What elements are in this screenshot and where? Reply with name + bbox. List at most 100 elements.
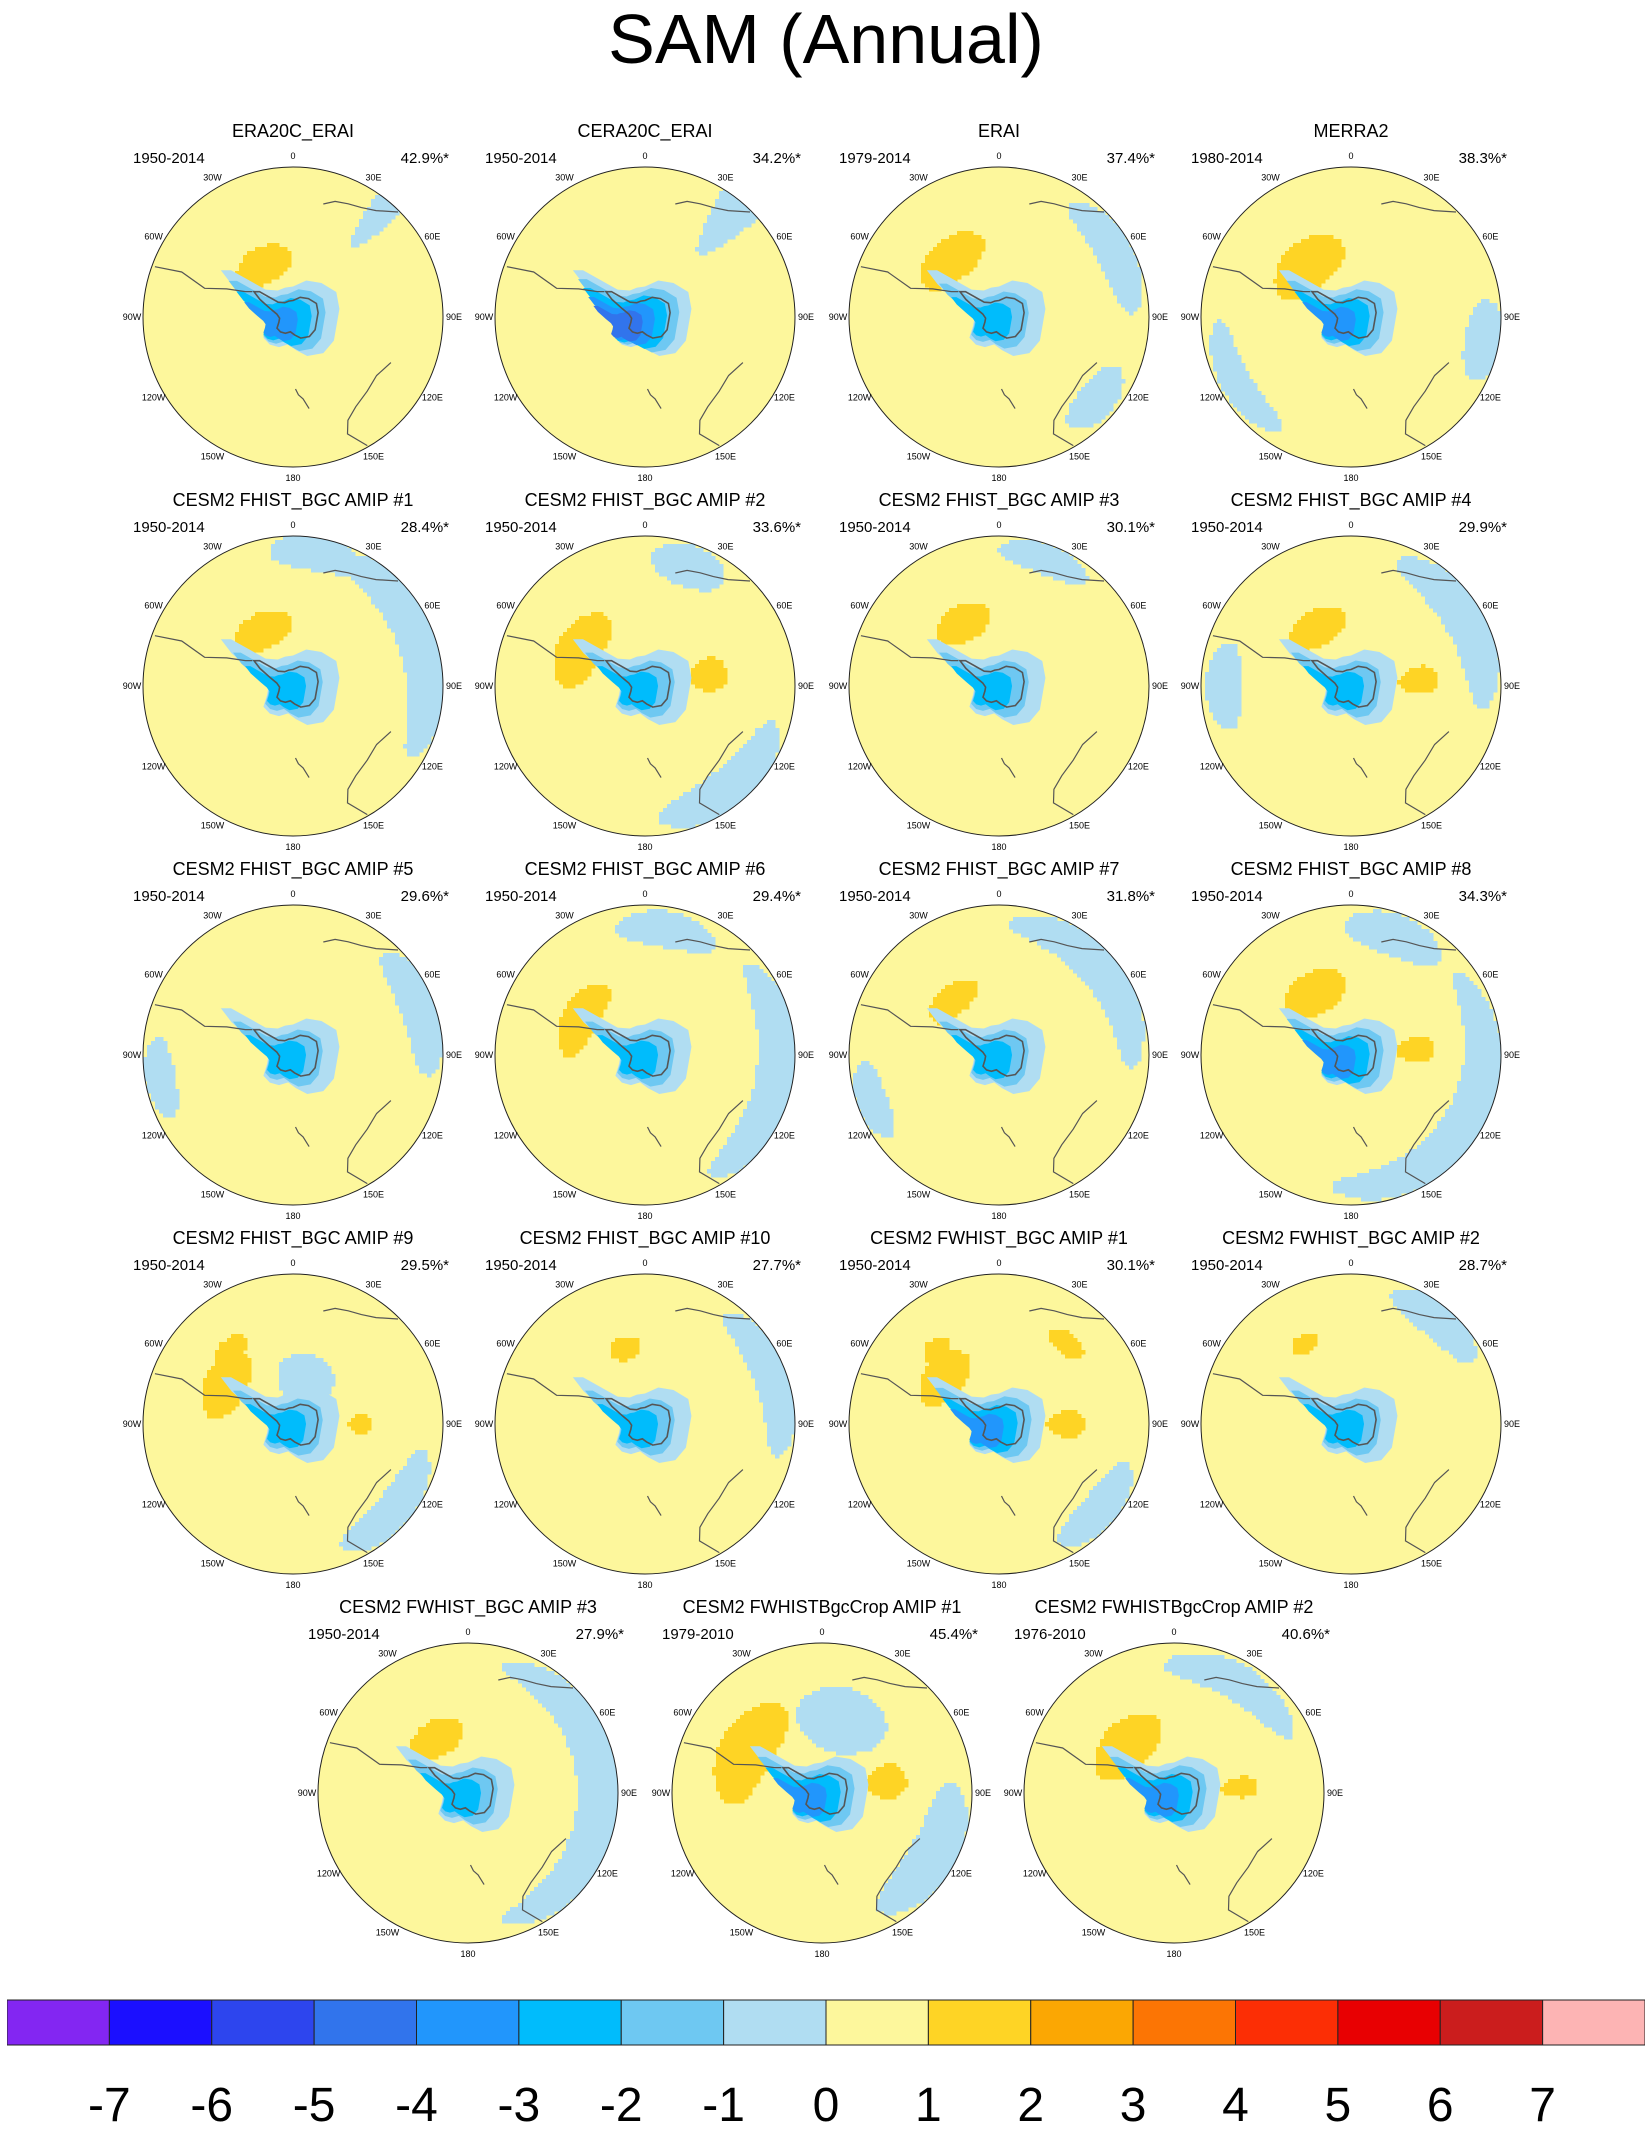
anomaly-cell	[559, 1025, 564, 1030]
anomaly-cell	[1313, 239, 1318, 244]
anomaly-cell	[147, 1077, 152, 1082]
anomaly-cell	[407, 977, 412, 982]
anomaly-cell	[371, 568, 376, 573]
anomaly-cell	[583, 672, 588, 677]
anomaly-cell	[969, 247, 974, 252]
anomaly-cell	[151, 1069, 156, 1074]
anomaly-cell	[1429, 596, 1434, 601]
anomaly-cell	[671, 917, 676, 922]
anomaly-cell	[691, 564, 696, 569]
anomaly-cell	[1453, 592, 1458, 597]
anomaly-cell	[711, 239, 716, 244]
anomaly-cell	[355, 576, 360, 581]
anomaly-cell	[383, 608, 388, 613]
anomaly-cell	[251, 636, 256, 641]
anomaly-cell	[1481, 355, 1486, 360]
anomaly-cell	[399, 592, 404, 597]
anomaly-cell	[1413, 684, 1418, 689]
anomaly-cell	[1457, 616, 1462, 621]
anomaly-cell	[1221, 359, 1226, 364]
longitude-label: 120W	[142, 762, 166, 772]
anomaly-cell	[1133, 263, 1138, 268]
anomaly-cell	[1265, 419, 1270, 424]
anomaly-cell	[287, 251, 292, 256]
anomaly-cell	[1481, 347, 1486, 352]
anomaly-cell	[1433, 564, 1438, 569]
anomaly-cell	[771, 1045, 776, 1050]
anomaly-cell	[1485, 628, 1490, 633]
anomaly-cell	[271, 552, 276, 557]
anomaly-cell	[1309, 235, 1314, 240]
anomaly-cell	[435, 704, 440, 709]
anomaly-cell	[419, 616, 424, 621]
anomaly-cell	[1449, 600, 1454, 605]
anomaly-cell	[949, 624, 954, 629]
anomaly-cell	[965, 231, 970, 236]
anomaly-cell	[403, 961, 408, 966]
anomaly-cell	[1297, 628, 1302, 633]
anomaly-cell	[715, 804, 720, 809]
anomaly-cell	[571, 624, 576, 629]
anomaly-cell	[635, 925, 640, 930]
anomaly-cell	[419, 1061, 424, 1066]
anomaly-cell	[427, 724, 432, 729]
anomaly-cell	[965, 612, 970, 617]
anomaly-cell	[953, 275, 958, 280]
anomaly-cell	[695, 808, 700, 813]
anomaly-cell	[1233, 656, 1238, 661]
anomaly-cell	[1069, 215, 1074, 220]
anomaly-cell	[619, 933, 624, 938]
anomaly-cell	[647, 933, 652, 938]
anomaly-cell	[1097, 235, 1102, 240]
anomaly-cell	[715, 788, 720, 793]
anomaly-cell	[367, 588, 372, 593]
anomaly-cell	[1233, 648, 1238, 653]
anomaly-cell	[763, 724, 768, 729]
anomaly-cell	[391, 588, 396, 593]
anomaly-cell	[771, 1013, 776, 1018]
anomaly-cell	[695, 784, 700, 789]
anomaly-cell	[567, 636, 572, 641]
anomaly-cell	[699, 576, 704, 581]
anomaly-cell	[751, 215, 756, 220]
anomaly-cell	[627, 925, 632, 930]
anomaly-cell	[167, 1085, 172, 1090]
anomaly-cell	[731, 800, 736, 805]
anomaly-cell	[567, 660, 572, 665]
anomaly-cell	[563, 1033, 568, 1038]
anomaly-cell	[263, 644, 268, 649]
anomaly-cell	[147, 1061, 152, 1066]
anomaly-cell	[415, 1041, 420, 1046]
anomaly-cell	[1081, 411, 1086, 416]
anomaly-cell	[1109, 267, 1114, 272]
anomaly-cell	[579, 660, 584, 665]
anomaly-cell	[965, 239, 970, 244]
anomaly-cell	[331, 556, 336, 561]
anomaly-cell	[391, 973, 396, 978]
anomaly-cell	[319, 556, 324, 561]
anomaly-cell	[783, 1025, 788, 1030]
anomaly-cell	[331, 544, 336, 549]
anomaly-cell	[1073, 560, 1078, 565]
anomaly-cell	[159, 1053, 164, 1058]
anomaly-cell	[1485, 688, 1490, 693]
anomaly-cell	[1465, 608, 1470, 613]
anomaly-cell	[961, 235, 966, 240]
anomaly-cell	[407, 997, 412, 1002]
anomaly-cell	[957, 271, 962, 276]
anomaly-cell	[1233, 716, 1238, 721]
anomaly-cell	[1465, 355, 1470, 360]
anomaly-cell	[1061, 556, 1066, 561]
anomaly-cell	[163, 1049, 168, 1054]
anomaly-cell	[699, 808, 704, 813]
anomaly-cell	[363, 556, 368, 561]
anomaly-cell	[283, 247, 288, 252]
anomaly-cell	[683, 584, 688, 589]
anomaly-cell	[351, 568, 356, 573]
anomaly-cell	[1425, 584, 1430, 589]
anomaly-cell	[291, 536, 296, 541]
anomaly-cell	[367, 560, 372, 565]
anomaly-cell	[407, 732, 412, 737]
anomaly-cell	[707, 688, 712, 693]
